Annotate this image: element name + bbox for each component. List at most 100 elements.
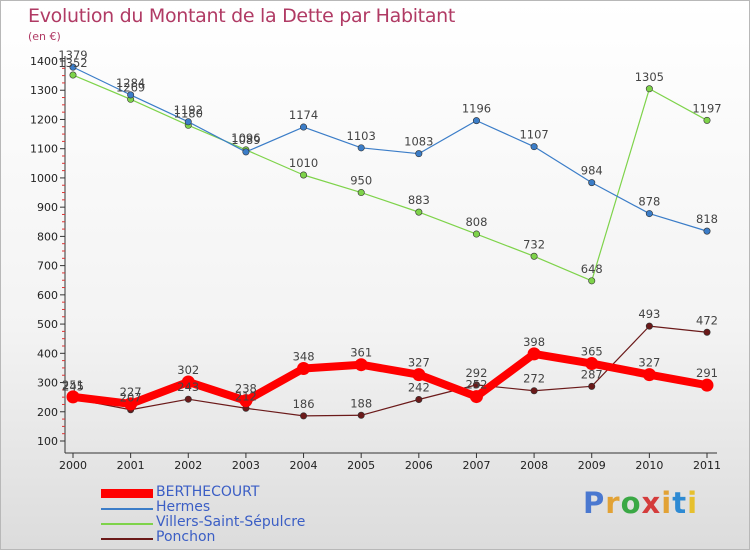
data-label: 251 [62,378,84,392]
data-label: 272 [523,372,545,386]
legend-swatch [101,522,153,525]
data-point [703,328,711,336]
data-label: 302 [177,363,199,377]
series-line-3 [72,325,708,417]
x-tick-label: 2008 [520,459,548,472]
data-point [357,144,365,152]
data-point [703,116,711,124]
data-point [645,210,653,218]
data-label: 984 [581,164,603,178]
data-label: 327 [408,356,430,370]
data-point [354,358,368,372]
data-label: 186 [293,397,315,411]
data-point [472,381,480,389]
y-tick-label: 1300 [30,84,58,97]
data-label: 207 [120,391,142,405]
data-point [300,123,308,131]
data-point [181,375,195,389]
data-label: 950 [350,174,372,188]
data-label: 1192 [174,103,203,117]
data-label: 238 [235,382,257,396]
legend-label: Hermes [156,499,211,515]
logo-letter: x [641,486,662,520]
y-tick-label: 1400 [30,55,58,68]
data-point [127,91,135,99]
y-tick-label: 200 [37,406,58,419]
data-point [124,397,138,411]
data-label: 398 [523,335,545,349]
legend-label: Villers-Saint-Sépulcre [156,514,306,530]
data-point [645,85,653,93]
data-point [472,230,480,238]
data-point [703,227,711,235]
data-label: 291 [696,366,718,380]
chart-title: Evolution du Montant de la Dette par Hab… [28,5,456,27]
data-label: 1196 [462,102,491,116]
x-tick-label: 2001 [117,459,145,472]
logo-letter: P [583,486,606,520]
legend-label: BERTHECOURT [156,484,260,500]
data-point [530,143,538,151]
y-tick-label: 400 [37,347,58,360]
legend-swatch [101,537,153,540]
legend-label: Ponchon [156,529,216,545]
series-line-0 [69,349,711,408]
x-tick-label: 2006 [405,459,433,472]
data-point [412,368,426,382]
data-point [530,252,538,260]
y-tick-label: 800 [37,230,58,243]
y-tick-label: 100 [37,435,58,448]
data-label: 1379 [58,48,87,62]
legend-swatch [101,507,153,510]
y-tick-label: 700 [37,260,58,273]
data-point [415,150,423,158]
data-point [300,412,308,420]
data-label: 292 [465,366,487,380]
data-label: 1103 [347,129,376,143]
data-point [69,63,77,71]
series-line-2 [72,74,708,282]
data-point [642,368,656,382]
data-label: 1180 [174,106,203,120]
data-label: 818 [696,212,718,226]
data-label: 1305 [635,70,664,84]
logo-letter: t [672,486,688,520]
data-label: 361 [350,346,372,360]
data-label: 252 [465,378,487,392]
data-label: 243 [177,380,199,394]
data-label: 493 [638,307,660,321]
y-tick-label: 1000 [30,172,58,185]
series-line-1 [72,66,708,232]
x-tick-label: 2002 [174,459,202,472]
data-point [297,362,311,376]
data-label: 1174 [289,108,318,122]
data-point [184,118,192,126]
data-point [530,387,538,395]
data-point [588,277,596,285]
data-label: 808 [465,215,487,229]
data-label: 1096 [231,131,260,145]
data-label: 1197 [692,101,721,115]
data-label: 365 [581,345,603,359]
x-tick-label: 2010 [635,459,663,472]
data-label: 1089 [231,133,260,147]
data-label: 212 [235,389,257,403]
data-label: 648 [581,262,603,276]
data-point [66,390,80,404]
data-label: 1083 [404,135,433,149]
data-label: 1352 [58,56,87,70]
logo-letter: i [687,486,699,520]
y-tick-label: 600 [37,289,58,302]
data-point [645,322,653,330]
data-point [239,394,253,408]
y-tick-label: 1200 [30,113,58,126]
data-point [184,395,192,403]
data-label: 188 [350,396,372,410]
x-tick-label: 2003 [232,459,260,472]
y-tick-label: 900 [37,201,58,214]
data-label: 227 [120,385,142,399]
data-point [300,171,308,179]
chart-subtitle: (en €) [28,30,61,43]
